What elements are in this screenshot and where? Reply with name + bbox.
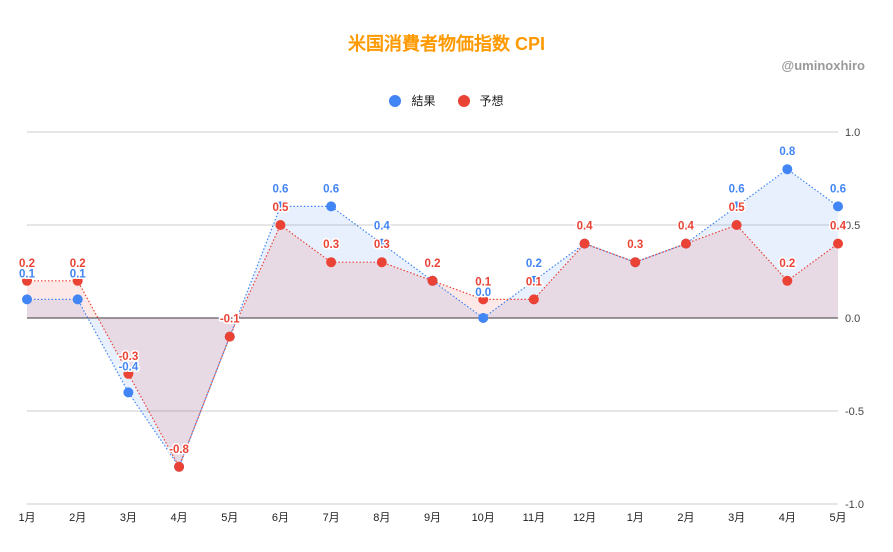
area-fill [27,225,838,467]
data-label: 0.4 [678,221,695,233]
data-label: 0.2 [70,258,86,270]
y-tick-label: -0.5 [845,406,864,418]
x-tick-label: 8月 [373,512,390,524]
data-point[interactable] [630,257,641,268]
data-label: 0.3 [374,239,390,251]
data-point[interactable] [731,220,742,230]
legend-item-forecast[interactable]: 予想 [457,92,504,109]
data-label: -0.1 [220,314,240,326]
data-label: 0.5 [272,202,289,214]
data-point[interactable] [376,257,387,268]
data-point[interactable] [224,331,235,342]
data-point[interactable] [22,294,32,305]
data-label: 0.2 [526,258,542,270]
data-point[interactable] [782,275,793,286]
data-label: 0.6 [729,183,745,195]
data-point[interactable] [478,294,489,305]
data-point[interactable] [680,238,691,249]
legend-dot-icon [457,94,470,107]
data-label: 0.4 [374,221,391,233]
x-tick-label: 4月 [779,512,796,524]
y-tick-label: 0.5 [845,220,860,232]
data-label: 0.3 [323,239,339,251]
credit-label: @uminoxhiro [781,58,865,73]
x-tick-label: 3月 [120,512,137,524]
data-point[interactable] [275,220,286,230]
data-point[interactable] [528,294,539,305]
data-label: 0.1 [526,276,543,288]
x-tick-label: 1月 [18,512,35,524]
legend-label: 結果 [411,94,436,108]
data-point[interactable] [427,275,438,286]
data-point[interactable] [326,257,337,268]
data-label: 0.0 [475,287,491,299]
data-label: 0.3 [627,239,643,251]
data-label: 0.1 [475,276,492,288]
chart-title: 米国消費者物価指数 CPI [347,34,545,54]
data-point[interactable] [174,461,185,472]
data-label: 0.2 [425,258,441,270]
x-tick-label: 5月 [829,512,846,524]
data-point[interactable] [22,275,32,286]
x-tick-label: 6月 [272,512,289,524]
legend-label: 予想 [479,94,504,108]
data-point[interactable] [833,201,843,212]
data-label: 0.8 [779,146,796,158]
data-label: 0.4 [830,221,847,233]
x-tick-label: 5月 [221,512,238,524]
y-tick-label: 1.0 [845,127,860,139]
data-label: 0.6 [323,183,339,195]
data-label: 0.6 [272,183,288,195]
x-tick-label: 10月 [472,512,495,524]
data-point[interactable] [833,238,843,249]
legend-dot-icon [389,94,402,107]
x-tick-label: 12月 [573,512,596,524]
area-fill [27,169,838,467]
data-point[interactable] [731,201,742,212]
y-tick-label: 0.0 [845,313,860,325]
x-tick-label: 2月 [677,512,694,524]
data-point[interactable] [782,164,793,175]
x-tick-label: 1月 [627,512,644,524]
data-label: -0.3 [118,351,138,363]
data-point[interactable] [275,201,286,212]
x-tick-label: 9月 [424,512,441,524]
data-label: 0.2 [19,258,35,270]
data-label: 0.1 [70,268,87,280]
data-point[interactable] [123,387,134,398]
x-tick-label: 11月 [523,512,545,524]
data-label: 0.1 [19,268,36,280]
x-tick-label: 7月 [323,512,340,524]
y-tick-label: -1.0 [845,499,864,511]
legend: 結果 予想 [0,92,893,109]
series-line [27,224,839,469]
data-point[interactable] [72,275,83,286]
x-tick-label: 3月 [728,512,745,524]
data-point[interactable] [72,294,83,305]
data-label: 0.2 [779,258,795,270]
data-label: 0.6 [830,183,846,195]
x-tick-label: 2月 [69,512,86,524]
data-point[interactable] [579,238,590,249]
data-point[interactable] [326,201,337,212]
x-tick-label: 4月 [171,512,188,524]
data-point[interactable] [376,238,387,249]
data-label: 0.5 [729,202,746,214]
data-label: 0.4 [577,221,594,233]
legend-item-result[interactable]: 結果 [389,92,436,109]
data-label: -0.8 [169,444,189,456]
data-point[interactable] [528,275,539,286]
data-label: -0.4 [118,361,138,373]
data-point[interactable] [123,368,134,379]
data-point[interactable] [478,313,489,323]
